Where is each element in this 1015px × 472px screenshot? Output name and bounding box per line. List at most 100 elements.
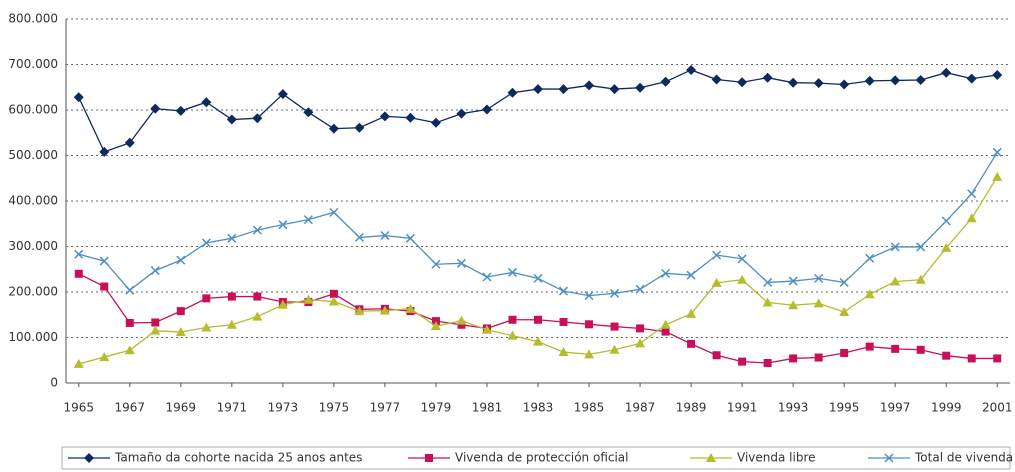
point [456, 108, 467, 119]
point [124, 345, 135, 355]
point [508, 315, 517, 324]
point [125, 285, 135, 295]
point [609, 344, 620, 354]
y-tick-label: 300.000 [8, 239, 58, 253]
point [354, 306, 365, 316]
y-tick-label: 400.000 [8, 194, 58, 208]
point [660, 319, 671, 329]
point [252, 113, 263, 124]
point [99, 146, 110, 157]
series-line [78, 151, 998, 297]
point [788, 77, 799, 88]
point [354, 232, 364, 242]
point [430, 321, 441, 331]
point [686, 308, 697, 318]
x-tick-label: 1985 [574, 401, 605, 415]
point [226, 114, 237, 125]
y-tick-label: 0 [50, 376, 58, 390]
legend-marker [706, 453, 716, 462]
point [660, 76, 671, 87]
point [762, 297, 773, 307]
point [661, 327, 670, 336]
point [227, 233, 237, 243]
point [813, 78, 824, 89]
point [609, 84, 620, 95]
point [610, 288, 620, 298]
x-tick-label: 1979 [421, 401, 452, 415]
legend-label: Vivenda libre [737, 451, 816, 465]
point [584, 349, 595, 359]
point [457, 320, 466, 329]
point [942, 351, 951, 360]
point [635, 82, 646, 93]
point [431, 317, 440, 326]
point [201, 322, 212, 332]
point [329, 289, 338, 298]
y-tick-label: 800.000 [8, 12, 58, 26]
point [253, 292, 262, 301]
point [915, 74, 926, 85]
x-tick-label: 1991 [727, 401, 758, 415]
point [967, 354, 976, 363]
point [915, 274, 926, 284]
point [405, 303, 416, 313]
x-tick-label: 1995 [829, 401, 860, 415]
point [252, 225, 262, 235]
point [864, 75, 875, 86]
point [431, 259, 441, 269]
point [202, 294, 211, 303]
point [992, 69, 1003, 80]
point [379, 305, 390, 315]
point [661, 268, 671, 278]
point [405, 112, 416, 123]
point [992, 171, 1003, 181]
point [482, 272, 492, 282]
point [456, 315, 467, 325]
point [635, 284, 645, 294]
series-line [78, 176, 998, 365]
point [738, 357, 747, 366]
point [201, 97, 212, 108]
point [507, 330, 518, 340]
point [814, 273, 824, 283]
x-tick-label: 1977 [370, 401, 401, 415]
x-tick-label: 1989 [676, 401, 707, 415]
point [788, 300, 799, 310]
point [252, 311, 263, 321]
point [124, 137, 135, 148]
point [813, 298, 824, 308]
point [737, 77, 748, 88]
point [226, 319, 237, 329]
point [941, 242, 952, 252]
point [176, 255, 186, 265]
legend-label: Vivenda de protección oficial [455, 451, 629, 465]
point [150, 266, 160, 276]
point [941, 67, 952, 78]
point [916, 242, 926, 252]
point [711, 277, 722, 287]
point [151, 318, 160, 327]
point [277, 299, 288, 309]
point [686, 64, 697, 75]
point [328, 123, 339, 134]
point [278, 220, 288, 230]
point [992, 147, 1002, 157]
point [711, 74, 722, 85]
point [789, 354, 798, 363]
legend-label: Tamaño da cohorte nacida 25 anos antes [114, 451, 362, 465]
point [380, 231, 390, 241]
point [533, 84, 543, 95]
point [687, 339, 696, 348]
legend-marker [425, 454, 433, 462]
point [636, 324, 645, 333]
x-tick-label: 1975 [319, 401, 350, 415]
point [303, 294, 314, 304]
point [559, 318, 568, 327]
point [839, 79, 850, 90]
point [762, 72, 773, 83]
point [201, 238, 211, 248]
point [303, 215, 313, 225]
legend-label: Total de vivenda [914, 451, 1013, 465]
point [712, 351, 721, 360]
